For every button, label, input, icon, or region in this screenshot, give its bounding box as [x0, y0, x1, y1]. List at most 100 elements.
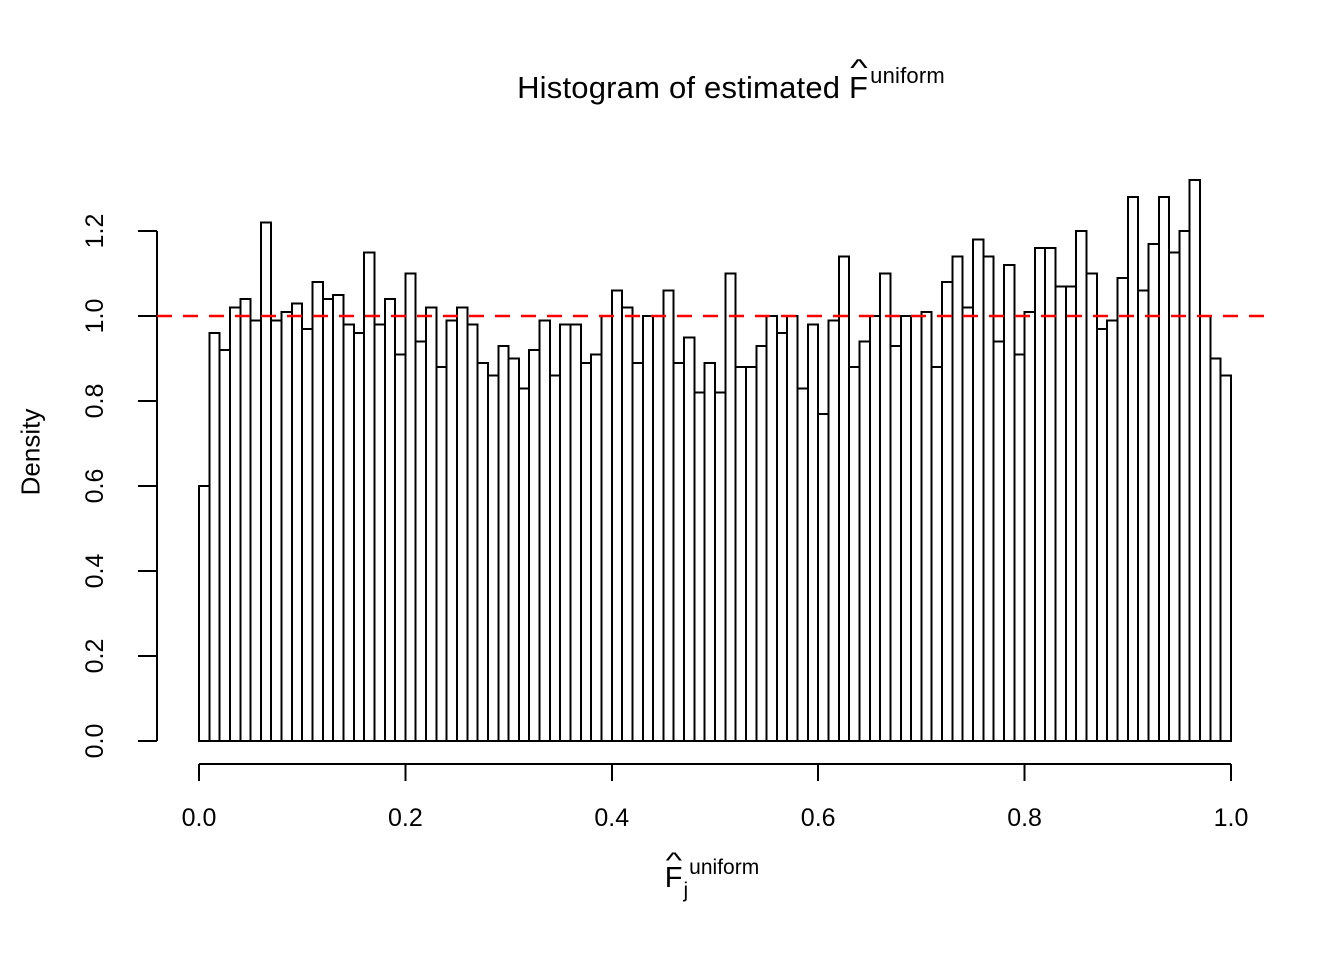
histogram-bar: [456, 306, 469, 742]
chart-title: Histogram of estimated ^ Funiform: [517, 57, 945, 106]
histogram-bar: [590, 353, 603, 742]
histogram-bar: [435, 366, 448, 742]
y-tick-label: 0.4: [81, 553, 109, 589]
histogram-bar: [1199, 315, 1212, 742]
histogram-bar: [198, 485, 211, 742]
histogram-bar: [1013, 353, 1026, 742]
histogram-bar: [259, 221, 273, 742]
histogram-bar: [848, 366, 861, 742]
histogram-bar: [951, 255, 964, 742]
histogram-bar: [1023, 310, 1036, 742]
histogram-bar: [332, 293, 345, 742]
histogram-bar: [311, 281, 324, 742]
histogram-bar: [693, 391, 706, 742]
histogram-bar: [1157, 196, 1171, 742]
histogram-bar: [1126, 196, 1140, 742]
histogram-bar: [879, 272, 892, 742]
histogram-bar: [383, 298, 397, 742]
x-tick-label: 0.2: [388, 804, 423, 832]
histogram-bar: [827, 319, 840, 742]
histogram-bar: [1137, 289, 1150, 742]
x-tick-label: 0.4: [594, 804, 630, 832]
histogram-bar: [631, 361, 644, 742]
histogram-bar: [1064, 285, 1078, 742]
histogram-bars: [198, 179, 1233, 742]
histogram-bar: [930, 366, 944, 742]
histogram-bar: [1178, 230, 1191, 742]
x-axis: [198, 763, 1232, 781]
histogram-bar: [321, 298, 335, 742]
histogram-bar: [538, 319, 551, 742]
histogram-bar: [548, 374, 562, 742]
histogram-bar: [507, 357, 520, 742]
histogram-bar: [600, 315, 613, 742]
histogram-bar: [858, 340, 871, 742]
histogram-bar: [683, 336, 696, 742]
histogram-bar: [775, 332, 789, 742]
histogram-bar: [889, 344, 902, 742]
histogram-bar: [394, 353, 407, 742]
histogram-bar: [569, 323, 582, 742]
title-superscript: uniform: [870, 63, 945, 88]
histogram-bar: [425, 306, 438, 742]
y-tick-label: 1.2: [81, 213, 109, 249]
histogram-bar: [373, 323, 386, 742]
histogram-bar: [476, 361, 489, 742]
histogram-bar: [868, 315, 882, 742]
histogram-bar: [910, 315, 923, 742]
histogram-bar: [208, 332, 221, 742]
histogram-bar: [1002, 264, 1016, 742]
histogram-bar: [1209, 357, 1222, 742]
histogram-bar: [703, 361, 716, 742]
histogram-bar: [280, 310, 293, 742]
xlabel-f-symbol: ^ F: [664, 850, 683, 895]
histogram-bar: [734, 366, 747, 742]
histogram-bar: [920, 310, 933, 742]
y-axis-label: Density: [15, 408, 46, 496]
histogram-bar: [517, 387, 531, 742]
histogram-bar: [1188, 179, 1202, 742]
histogram-bar: [992, 340, 1005, 742]
histogram-bar: [1044, 247, 1057, 742]
xlabel-symbol: F: [664, 862, 683, 894]
histogram-bar: [404, 272, 417, 742]
histogram-bar: [961, 306, 974, 742]
histogram-bar: [1033, 247, 1047, 742]
histogram-bar: [1168, 251, 1181, 742]
x-tick-label: 0.6: [800, 804, 836, 832]
histogram-bar: [249, 319, 262, 742]
histogram-bar: [342, 323, 355, 742]
histogram-bar: [672, 361, 686, 742]
y-tick-label: 0.2: [81, 638, 109, 674]
y-tick-label: 0.6: [81, 468, 109, 504]
histogram-bar: [445, 319, 458, 742]
histogram-bar: [610, 289, 624, 742]
histogram-bar: [806, 323, 820, 742]
histogram-bar: [290, 302, 304, 742]
histogram-bar: [714, 391, 727, 742]
histogram-bar: [270, 319, 283, 742]
x-tick-label: 0.8: [1007, 804, 1042, 832]
histogram-bar: [486, 374, 500, 742]
histogram-bar: [796, 387, 809, 742]
histogram-bar: [1095, 327, 1109, 742]
histogram-bar: [817, 412, 830, 742]
x-tick-label: 1.0: [1213, 804, 1249, 832]
histogram-bar: [1085, 272, 1098, 742]
histogram-bar: [228, 306, 242, 742]
histogram-bar: [301, 327, 314, 742]
histogram-bar: [1075, 230, 1088, 742]
histogram-bar: [621, 306, 634, 742]
histogram-bar: [982, 255, 995, 742]
x-axis-label: ^ Fjuniform: [664, 850, 759, 902]
histogram-bar: [765, 315, 778, 742]
histogram-bar: [755, 344, 768, 742]
histogram-bar: [497, 344, 510, 742]
histogram-bar: [899, 315, 913, 742]
xlabel-superscript: uniform: [689, 856, 760, 879]
title-text: Histogram of estimated: [517, 70, 850, 105]
histogram-bar: [744, 366, 758, 742]
y-tick-label: 0.0: [81, 723, 109, 759]
